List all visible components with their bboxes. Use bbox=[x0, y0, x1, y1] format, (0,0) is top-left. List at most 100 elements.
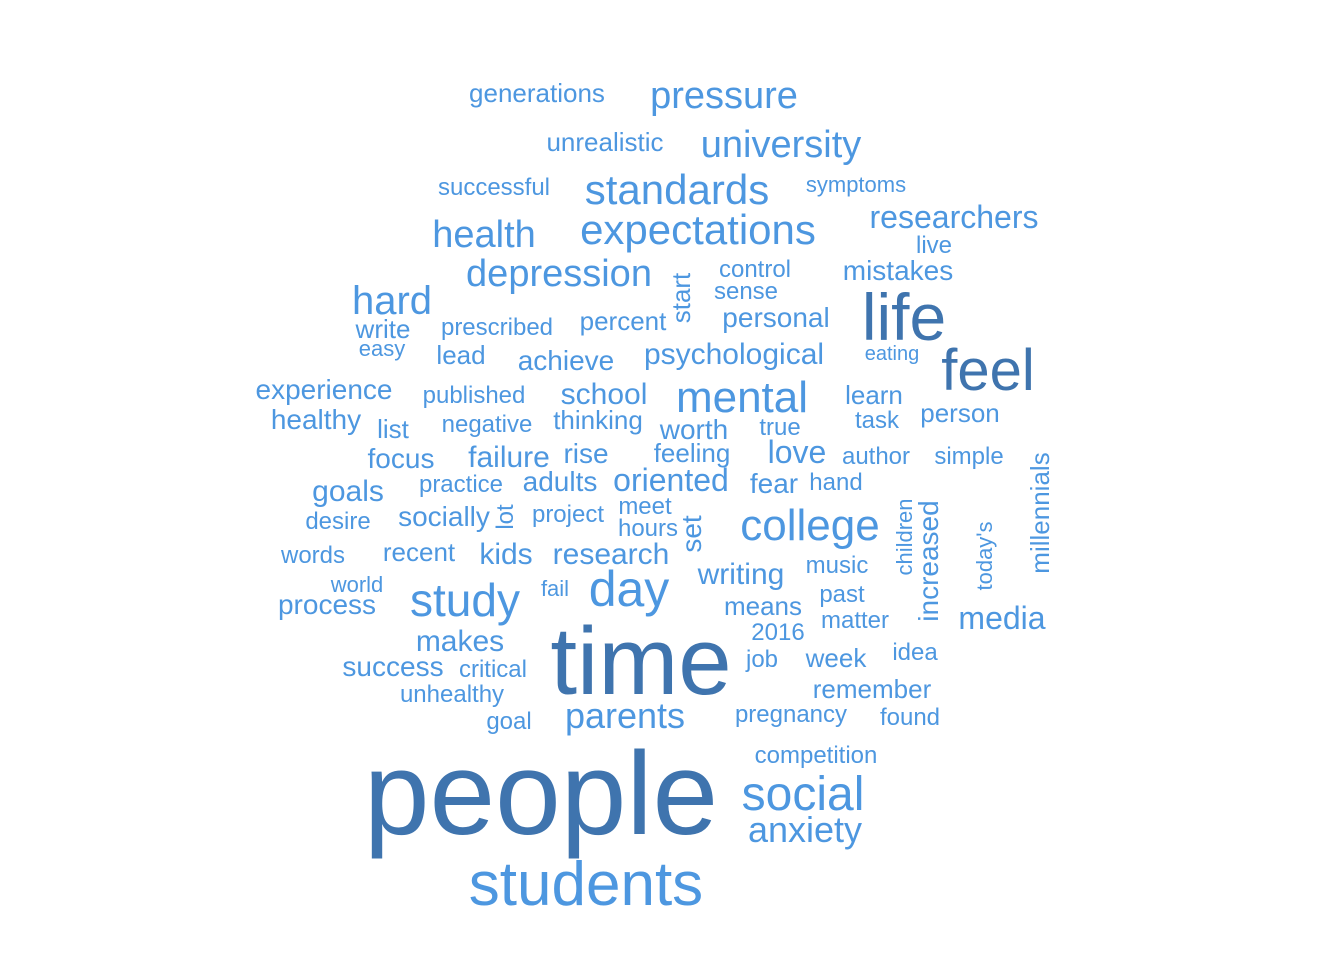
cloud-word-media: media bbox=[958, 600, 1045, 636]
cloud-word-today-s: today's bbox=[972, 521, 997, 590]
cloud-word-oriented: oriented bbox=[613, 462, 729, 498]
cloud-word-psychological: psychological bbox=[644, 338, 824, 371]
cloud-word-thinking: thinking bbox=[553, 405, 643, 435]
cloud-word-eating: eating bbox=[865, 343, 920, 365]
cloud-word-unrealistic: unrealistic bbox=[546, 127, 663, 157]
cloud-word-critical: critical bbox=[459, 656, 527, 683]
cloud-word-time: time bbox=[550, 608, 731, 715]
cloud-word-personal: personal bbox=[722, 302, 829, 333]
cloud-word-unhealthy: unhealthy bbox=[400, 681, 504, 708]
cloud-word-millennials: millennials bbox=[1025, 452, 1055, 573]
cloud-word-sense: sense bbox=[714, 278, 778, 305]
cloud-word-standards: standards bbox=[585, 166, 769, 213]
cloud-word-lot: lot bbox=[492, 504, 519, 530]
cloud-word-remember: remember bbox=[813, 674, 932, 704]
cloud-word-people: people bbox=[364, 728, 718, 860]
cloud-word-rise: rise bbox=[563, 438, 608, 469]
cloud-word-generations: generations bbox=[469, 78, 605, 108]
cloud-word-project: project bbox=[532, 501, 604, 528]
cloud-word-found: found bbox=[880, 704, 940, 731]
cloud-word-hand: hand bbox=[809, 469, 862, 496]
cloud-word-true: true bbox=[759, 414, 800, 441]
cloud-word-life: life bbox=[862, 280, 946, 354]
cloud-word-means: means bbox=[724, 591, 802, 621]
cloud-word-easy: easy bbox=[359, 336, 405, 361]
cloud-word-author: author bbox=[842, 443, 910, 470]
cloud-word-live: live bbox=[916, 232, 952, 259]
cloud-word-makes: makes bbox=[416, 625, 504, 658]
cloud-word-meet: meet bbox=[618, 493, 672, 520]
cloud-word-expectations: expectations bbox=[580, 206, 816, 253]
cloud-word-goals: goals bbox=[312, 475, 384, 508]
cloud-word-matter: matter bbox=[821, 607, 889, 634]
cloud-word-focus: focus bbox=[368, 443, 435, 474]
cloud-word-2016: 2016 bbox=[751, 619, 804, 646]
cloud-word-pressure: pressure bbox=[650, 75, 798, 117]
cloud-word-fear: fear bbox=[750, 468, 798, 499]
cloud-word-prescribed: prescribed bbox=[441, 314, 553, 341]
cloud-word-process: process bbox=[278, 589, 376, 620]
cloud-word-negative: negative bbox=[442, 411, 533, 438]
cloud-word-university: university bbox=[701, 124, 862, 166]
cloud-word-achieve: achieve bbox=[518, 345, 615, 376]
cloud-word-desire: desire bbox=[305, 508, 370, 535]
cloud-word-researchers: researchers bbox=[870, 199, 1039, 235]
cloud-word-increased: increased bbox=[913, 500, 944, 621]
cloud-word-failure: failure bbox=[468, 441, 550, 474]
cloud-word-idea: idea bbox=[892, 639, 938, 666]
cloud-word-parents: parents bbox=[565, 695, 685, 736]
cloud-word-success: success bbox=[342, 651, 443, 682]
cloud-word-school: school bbox=[561, 378, 648, 411]
cloud-word-feeling: feeling bbox=[654, 438, 731, 468]
cloud-word-hours: hours bbox=[618, 515, 678, 542]
cloud-word-research: research bbox=[553, 538, 670, 571]
cloud-word-symptoms: symptoms bbox=[806, 172, 906, 197]
cloud-word-fail: fail bbox=[541, 576, 569, 601]
cloud-word-pregnancy: pregnancy bbox=[735, 701, 847, 728]
cloud-word-words: words bbox=[280, 542, 345, 569]
cloud-word-mistakes: mistakes bbox=[843, 255, 953, 286]
cloud-word-job: job bbox=[745, 646, 778, 673]
cloud-word-healthy: healthy bbox=[271, 404, 361, 435]
cloud-word-depression: depression bbox=[466, 253, 652, 295]
cloud-word-control: control bbox=[719, 256, 791, 283]
cloud-word-music: music bbox=[806, 552, 869, 579]
cloud-word-writing: writing bbox=[697, 558, 785, 591]
cloud-word-feel: feel bbox=[941, 338, 1035, 403]
cloud-word-anxiety: anxiety bbox=[748, 809, 862, 850]
cloud-word-write: write bbox=[355, 314, 411, 344]
cloud-word-learn: learn bbox=[845, 380, 903, 410]
cloud-word-competition: competition bbox=[755, 742, 878, 769]
cloud-word-percent: percent bbox=[580, 306, 667, 336]
cloud-word-past: past bbox=[819, 581, 865, 608]
cloud-word-person: person bbox=[920, 398, 1000, 428]
cloud-word-lead: lead bbox=[436, 340, 485, 370]
cloud-word-mental: mental bbox=[676, 373, 808, 422]
cloud-word-socially: socially bbox=[398, 501, 490, 532]
cloud-word-goal: goal bbox=[486, 708, 531, 735]
cloud-word-kids: kids bbox=[479, 538, 532, 571]
cloud-word-task: task bbox=[855, 407, 900, 434]
cloud-word-list: list bbox=[377, 414, 410, 444]
cloud-word-students: students bbox=[469, 850, 703, 919]
cloud-word-love: love bbox=[768, 434, 827, 470]
cloud-word-recent: recent bbox=[383, 537, 456, 567]
cloud-word-practice: practice bbox=[419, 471, 503, 498]
cloud-word-successful: successful bbox=[438, 174, 550, 201]
cloud-word-day: day bbox=[589, 561, 670, 617]
cloud-word-published: published bbox=[423, 382, 526, 409]
cloud-word-world: world bbox=[330, 572, 384, 597]
cloud-word-experience: experience bbox=[256, 374, 393, 405]
cloud-word-college: college bbox=[740, 501, 879, 550]
cloud-word-worth: worth bbox=[659, 414, 728, 445]
cloud-word-start: start bbox=[666, 272, 696, 323]
cloud-word-health: health bbox=[432, 214, 536, 256]
cloud-word-simple: simple bbox=[934, 443, 1003, 470]
cloud-word-children: children bbox=[892, 498, 917, 575]
cloud-word-social: social bbox=[742, 768, 865, 821]
cloud-word-adults: adults bbox=[523, 466, 598, 497]
cloud-word-set: set bbox=[676, 515, 707, 553]
cloud-word-hard: hard bbox=[352, 279, 432, 323]
cloud-word-week: week bbox=[805, 643, 868, 673]
